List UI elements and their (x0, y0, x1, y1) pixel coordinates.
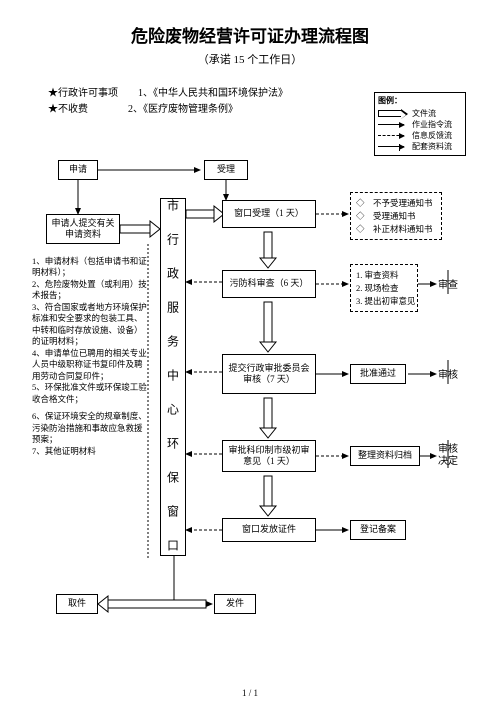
dash1-c: ◇ 补正材料通知书 (356, 223, 436, 236)
note-3: 3、符合国家或者地方环境保护标准和安全要求的包装工具、中转和临时存放设施、设备）… (32, 302, 148, 348)
note-5: 5、环保批准文件或环保竣工验收合格文件； (32, 382, 148, 405)
label-pass: 批准通过 (350, 364, 406, 384)
phase-decide: 审核决定 (438, 444, 462, 468)
dash-box-2: 1. 审查资料 2. 现场检查 3. 提出初审意见 (350, 264, 418, 312)
step-3: 提交行政审批委员会审核（7 天） (222, 354, 316, 394)
dash2-a: 1. 审查资料 (356, 269, 412, 282)
step-2: 污防科审查（6 天） (222, 270, 316, 298)
note-4: 4、申请单位已聘用的相关专业人员中级职称证书复印件及聘用劳动合同复印件； (32, 348, 148, 382)
phase-pickup: 取件 (56, 594, 98, 614)
note-2: 2、危险废物处置（或利用）技术报告； (32, 279, 148, 302)
label-archive: 整理资料归档 (350, 446, 420, 466)
phase-accept: 受理 (204, 160, 248, 180)
label-register: 登记备案 (350, 520, 406, 540)
dash1-b: ◇ 受理通知书 (356, 210, 436, 223)
step-1: 窗口受理（1 天） (222, 200, 316, 228)
left-notes: 1、申请材料（包括申请书和证明材料）； 2、危险废物处置（或利用）技术报告； 3… (32, 256, 148, 457)
dash1-a: ◇ 不予受理通知书 (356, 197, 436, 210)
step-4: 审批科印制市级初审意见（1 天） (222, 440, 316, 472)
step-5: 窗口发放证件 (222, 518, 316, 542)
page-footer: 1 / 1 (0, 688, 500, 698)
dash2-c: 3. 提出初审意见 (356, 295, 412, 308)
note-7: 7、其他证明材料 (32, 446, 148, 457)
phase-review: 审查 (438, 276, 458, 291)
dash-box-1: ◇ 不予受理通知书 ◇ 受理通知书 ◇ 补正材料通知书 (350, 192, 442, 240)
phase-approve: 审核 (438, 366, 458, 381)
applicant-box: 申请人提交有关申请资料 (46, 214, 120, 244)
note-6: 6、保证环境安全的规章制度、污染防治措施和事故应急救援预案； (32, 411, 148, 445)
phase-dispatch: 发件 (214, 594, 256, 614)
phase-apply: 申请 (58, 160, 98, 180)
note-1: 1、申请材料（包括申请书和证明材料）； (32, 256, 148, 279)
center-column: 市 行 政 服 务 中 心 环 保 窗 口 (160, 198, 186, 556)
dash2-b: 2. 现场检查 (356, 282, 412, 295)
